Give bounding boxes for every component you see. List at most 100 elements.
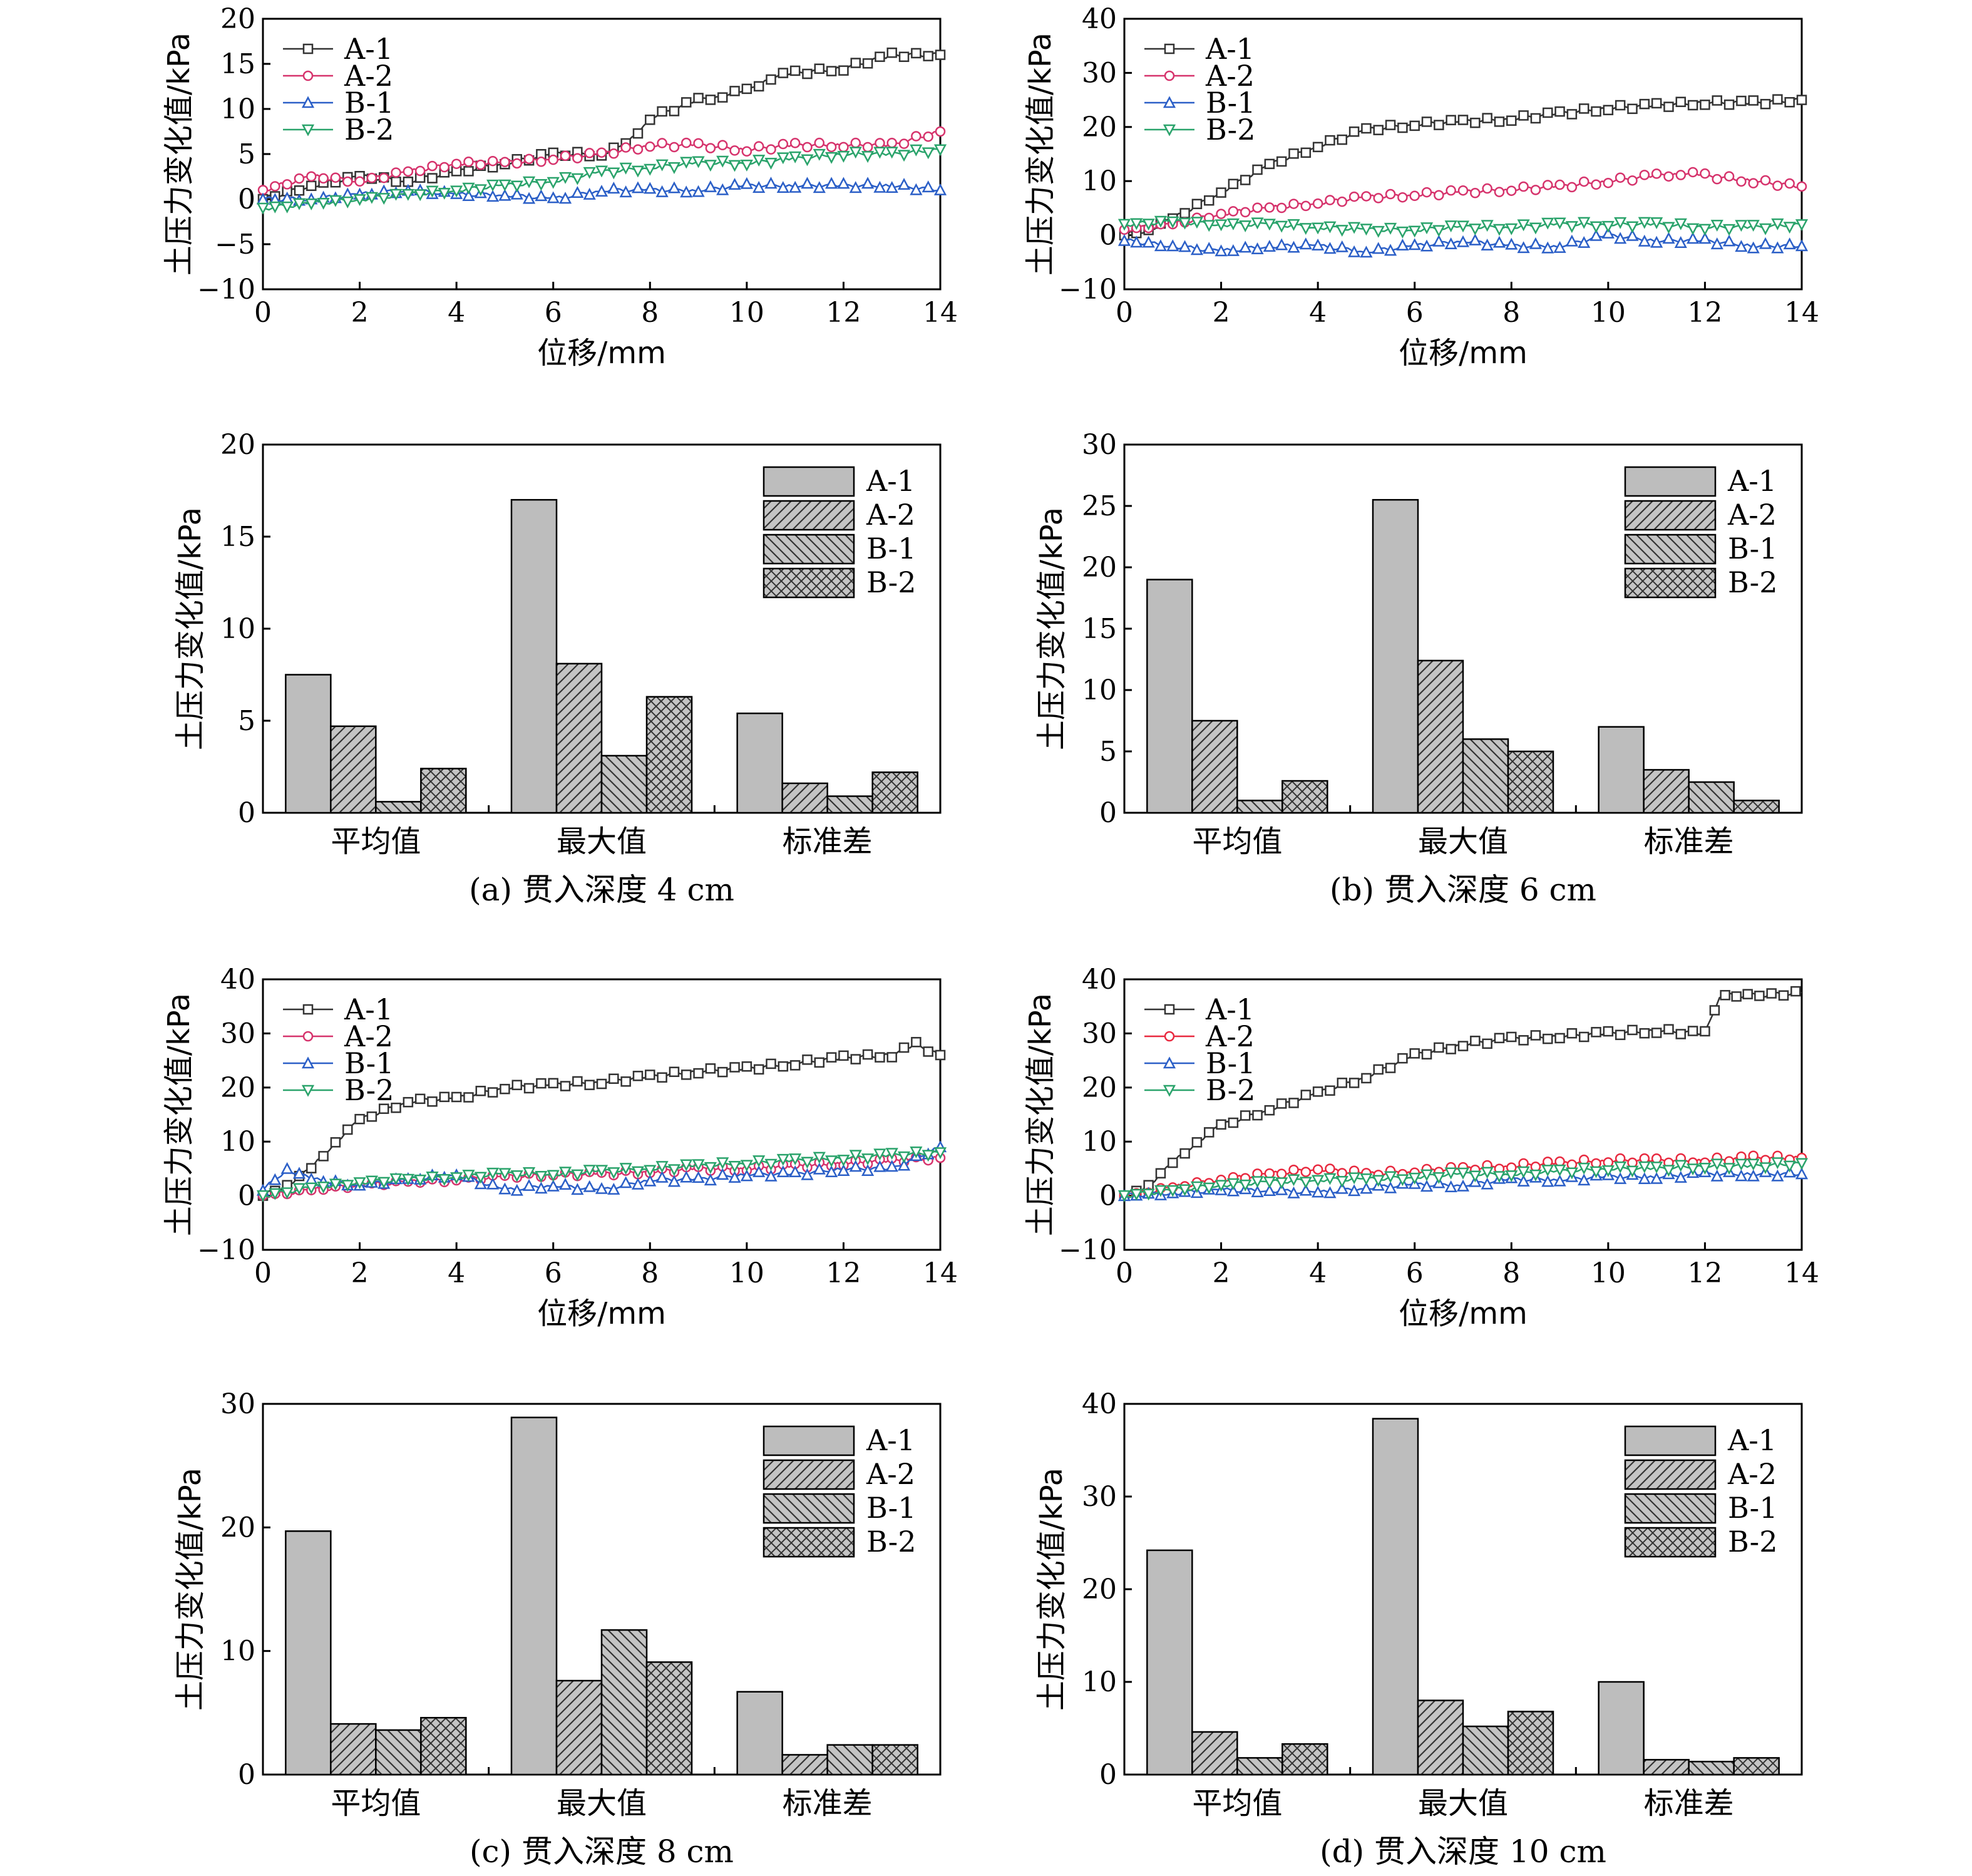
x-tick-label: 6 xyxy=(1406,1257,1424,1289)
data-point xyxy=(716,155,729,168)
data-point xyxy=(1615,172,1626,183)
y-tick-label: −10 xyxy=(197,274,255,306)
data-point xyxy=(1312,142,1323,153)
bar xyxy=(1417,1699,1464,1776)
data-point xyxy=(1312,1175,1325,1187)
data-point xyxy=(1687,1026,1698,1036)
data-point xyxy=(1529,222,1543,235)
legend-label: A-2 xyxy=(866,498,915,532)
y-tick-label: −5 xyxy=(215,229,255,260)
data-point xyxy=(897,1151,911,1163)
data-point xyxy=(1337,196,1348,207)
y-tick-label: 30 xyxy=(220,1018,255,1049)
data-point xyxy=(1361,123,1372,134)
data-point xyxy=(681,97,692,108)
bar xyxy=(555,1679,603,1776)
y-tick-label: 20 xyxy=(1082,552,1117,584)
x-tick-label: 6 xyxy=(545,297,562,329)
data-point xyxy=(898,138,910,149)
data-point xyxy=(1663,1024,1674,1034)
bar xyxy=(285,1530,332,1776)
data-point xyxy=(631,165,645,178)
x-tick-label: 12 xyxy=(826,1257,861,1289)
data-point xyxy=(837,177,850,189)
data-point xyxy=(1722,224,1736,236)
data-point xyxy=(1589,1166,1603,1178)
data-point xyxy=(1687,223,1700,235)
data-point xyxy=(450,1172,463,1185)
bar xyxy=(1281,1743,1328,1776)
data-point xyxy=(607,1167,620,1179)
legend-label: A-1 xyxy=(1205,32,1255,66)
data-point xyxy=(1783,237,1796,250)
y-tick-label: 0 xyxy=(1099,1180,1117,1212)
data-point xyxy=(704,160,717,172)
y-tick-label: 5 xyxy=(238,705,255,737)
data-point xyxy=(644,182,657,194)
data-point xyxy=(536,1078,547,1089)
data-point xyxy=(693,1068,704,1079)
data-point xyxy=(522,1167,536,1179)
data-point xyxy=(256,1190,270,1202)
y-axis-label: 土压力变化值/kPa xyxy=(173,507,208,750)
data-point xyxy=(1420,1169,1434,1182)
data-point xyxy=(669,1066,680,1077)
bar xyxy=(645,696,693,814)
data-point xyxy=(1614,232,1627,244)
data-point xyxy=(825,177,838,189)
data-point xyxy=(1299,237,1312,250)
data-point xyxy=(1470,1036,1481,1046)
legend-marker xyxy=(301,1056,315,1069)
data-point xyxy=(377,193,391,205)
data-point xyxy=(1530,185,1541,195)
bar xyxy=(1372,498,1419,814)
data-point xyxy=(776,152,789,165)
data-point xyxy=(1639,1028,1650,1039)
data-point xyxy=(1492,1171,1506,1183)
legend-label: B-1 xyxy=(866,1491,916,1525)
data-point xyxy=(1299,1177,1312,1189)
data-point xyxy=(1565,1167,1578,1180)
data-point xyxy=(330,172,341,183)
data-point xyxy=(619,1176,632,1188)
data-point xyxy=(1323,1186,1337,1198)
data-point xyxy=(1312,1086,1323,1097)
legend-swatch xyxy=(763,567,855,599)
data-point xyxy=(306,180,317,192)
data-point xyxy=(1566,182,1578,193)
legend-swatch xyxy=(763,1493,855,1524)
legend-label: B-2 xyxy=(1728,565,1777,599)
data-point xyxy=(825,1165,838,1177)
data-point xyxy=(764,1158,778,1171)
data-point xyxy=(705,95,716,105)
bar xyxy=(1417,659,1464,814)
data-point xyxy=(1444,1180,1457,1192)
legend: A-1A-2B-1B-2 xyxy=(763,464,916,599)
data-point xyxy=(1650,217,1663,229)
legend-label: B-2 xyxy=(866,1525,916,1559)
data-point xyxy=(438,188,451,200)
category-label: 最大值 xyxy=(557,824,647,859)
y-tick-label: 10 xyxy=(220,613,255,645)
legend-swatch xyxy=(763,466,855,497)
data-point xyxy=(1469,1170,1482,1183)
data-point xyxy=(391,177,401,187)
data-point xyxy=(1142,219,1155,231)
category-label: 最大值 xyxy=(557,1786,647,1821)
y-tick-label: 15 xyxy=(1082,613,1117,645)
data-point xyxy=(1179,1148,1190,1159)
data-point xyxy=(1348,245,1361,257)
data-point xyxy=(1554,106,1565,117)
data-point xyxy=(885,1148,898,1160)
data-point xyxy=(1494,116,1505,127)
data-point xyxy=(305,1182,318,1195)
data-point xyxy=(1650,1162,1663,1174)
data-point xyxy=(401,188,414,201)
data-point xyxy=(741,83,752,95)
data-point xyxy=(1154,239,1168,252)
data-point xyxy=(378,172,389,183)
data-point xyxy=(849,147,862,159)
data-point xyxy=(862,58,873,69)
data-point xyxy=(728,1170,741,1183)
